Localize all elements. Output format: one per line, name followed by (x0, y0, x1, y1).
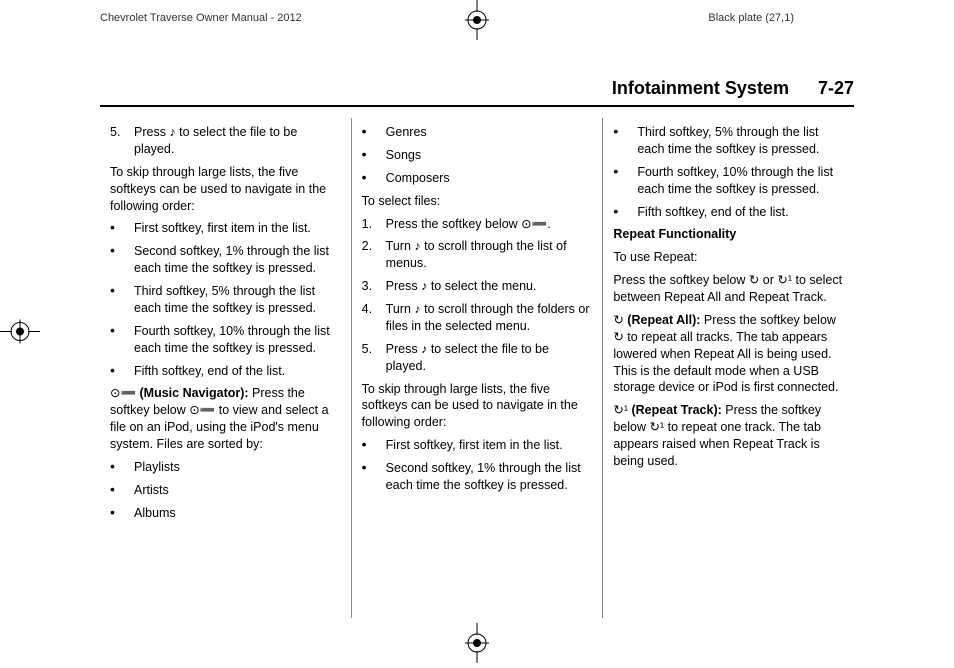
repeat-icon: ↻ (749, 273, 759, 287)
content-columns: 5. Press ♪ to select the file to be play… (100, 118, 854, 618)
step-5: 5. Press ♪ to select the file to be play… (110, 124, 341, 158)
step-5b: 5.Press ♪ to select the file to be playe… (362, 341, 593, 375)
repeat-all-para: ↻ (Repeat All): Press the softkey below … (613, 312, 844, 396)
list-item: •Albums (110, 505, 341, 522)
list-item: •First softkey, first item in the list. (110, 220, 341, 237)
bullet-icon: • (110, 243, 134, 277)
repeat-select-para: Press the softkey below ↻ or ↻¹ to selec… (613, 272, 844, 306)
section-title: Infotainment System (612, 78, 789, 98)
list-item: •Composers (362, 170, 593, 187)
header-rule (100, 105, 854, 107)
list-item: •Fourth softkey, 10% through the list ea… (613, 164, 844, 198)
repeat-functionality-title: Repeat Functionality (613, 226, 844, 243)
bullet-icon: • (110, 220, 134, 237)
list-item: •Second softkey, 1% through the list eac… (110, 243, 341, 277)
page-root: Chevrolet Traverse Owner Manual - 2012 B… (0, 0, 954, 668)
column-3: •Third softkey, 5% through the list each… (602, 118, 854, 618)
repeat-track-label: (Repeat Track): (628, 403, 722, 417)
bullet-icon: • (362, 460, 386, 494)
to-select-files: To select files: (362, 193, 593, 210)
list-item: •Fourth softkey, 10% through the list ea… (110, 323, 341, 357)
repeat-all-label: (Repeat All): (624, 313, 701, 327)
bullet-icon: • (613, 164, 637, 198)
crop-mark-left-icon (0, 312, 40, 357)
music-navigator-label: (Music Navigator): (136, 386, 249, 400)
bullet-icon: • (110, 323, 134, 357)
list-item: •Third softkey, 5% through the list each… (110, 283, 341, 317)
header-title-row: Infotainment System 7-27 (100, 78, 854, 99)
music-navigator-para: ⊙➖ (Music Navigator): Press the softkey … (110, 385, 341, 453)
plate-meta: Black plate (27,1) (708, 12, 794, 24)
bullet-icon: • (613, 204, 637, 221)
step-3: 3.Press ♪ to select the menu. (362, 278, 593, 295)
crop-mark-top-icon (457, 0, 497, 45)
list-item: •First softkey, first item in the list. (362, 437, 593, 454)
step-text: Press ♪ to select the file to be played. (134, 124, 341, 158)
list-item: •Songs (362, 147, 593, 164)
top-crop-row: Chevrolet Traverse Owner Manual - 2012 B… (0, 0, 954, 40)
bullet-icon: • (110, 505, 134, 522)
list-item: •Genres (362, 124, 593, 141)
list-item: •Second softkey, 1% through the list eac… (362, 460, 593, 494)
repeat-one-icon: ↻¹ (649, 420, 664, 434)
column-2: •Genres •Songs •Composers To select file… (351, 118, 603, 618)
clock-music-icon: ⊙➖ (189, 403, 215, 417)
bullet-icon: • (362, 170, 386, 187)
list-item: •Third softkey, 5% through the list each… (613, 124, 844, 158)
list-item: •Fifth softkey, end of the list. (110, 363, 341, 380)
column-1: 5. Press ♪ to select the file to be play… (100, 118, 351, 618)
bullet-icon: • (362, 124, 386, 141)
bullet-icon: • (110, 363, 134, 380)
list-item: •Artists (110, 482, 341, 499)
repeat-icon: ↻ (613, 313, 623, 327)
bullet-icon: • (110, 459, 134, 476)
doc-title-meta: Chevrolet Traverse Owner Manual - 2012 (100, 12, 302, 24)
repeat-one-icon: ↻¹ (613, 403, 628, 417)
bullet-icon: • (362, 147, 386, 164)
crop-mark-bottom-icon (457, 623, 497, 668)
clock-music-icon: ⊙➖ (110, 386, 136, 400)
page-header: Infotainment System 7-27 (100, 78, 854, 107)
bullet-icon: • (110, 283, 134, 317)
page-number: 7-27 (818, 78, 854, 98)
step-1: 1.Press the softkey below ⊙➖. (362, 216, 593, 233)
step-4: 4.Turn ♪ to scroll through the folders o… (362, 301, 593, 335)
repeat-one-icon: ↻¹ (777, 273, 792, 287)
to-use-repeat: To use Repeat: (613, 249, 844, 266)
list-item: •Fifth softkey, end of the list. (613, 204, 844, 221)
repeat-icon: ↻ (613, 330, 623, 344)
step-2: 2.Turn ♪ to scroll through the list of m… (362, 238, 593, 272)
repeat-track-para: ↻¹ (Repeat Track): Press the softkey bel… (613, 402, 844, 470)
bullet-icon: • (110, 482, 134, 499)
clock-music-icon: ⊙➖ (521, 217, 547, 231)
skip-intro: To skip through large lists, the five so… (110, 164, 341, 215)
bottom-crop-row (0, 638, 954, 668)
step-number: 5. (110, 124, 134, 158)
skip-intro-2: To skip through large lists, the five so… (362, 381, 593, 432)
list-item: •Playlists (110, 459, 341, 476)
bullet-icon: • (613, 124, 637, 158)
bullet-icon: • (362, 437, 386, 454)
